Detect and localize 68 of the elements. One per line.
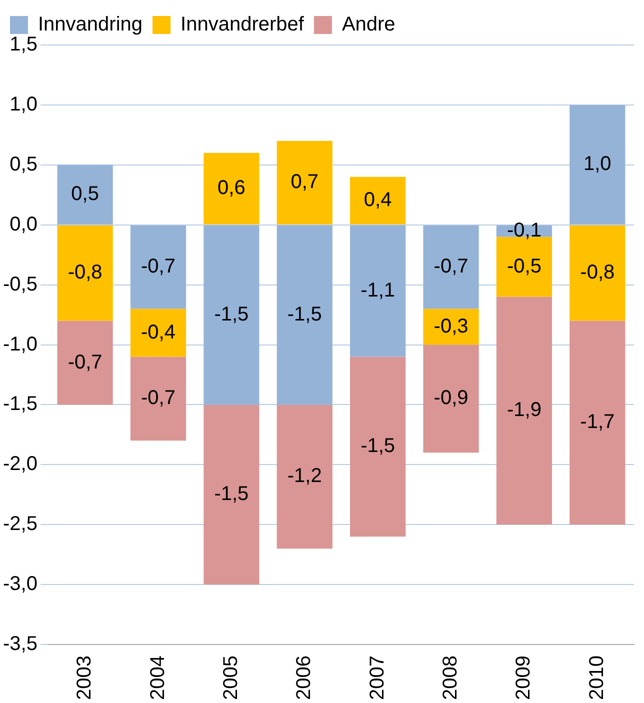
data-label: -1,5 (214, 483, 249, 506)
x-tick-label: 2009 (512, 656, 535, 700)
bar (57, 320, 113, 405)
bar (276, 140, 332, 224)
legend-label: Andre (342, 14, 396, 36)
bar (423, 308, 479, 345)
y-tick-label: -3,0 (2, 573, 38, 596)
y-tick-label: 1,0 (10, 93, 38, 116)
y-tick-label: 0,0 (10, 213, 38, 236)
bar (423, 344, 479, 453)
data-label: -1,1 (360, 280, 396, 302)
bar (496, 296, 552, 525)
bar (570, 225, 626, 321)
data-label: -0,9 (434, 387, 468, 410)
bar (57, 164, 113, 224)
data-label: 0,7 (290, 171, 319, 194)
legend-label: Innvandring (38, 14, 143, 36)
bar (130, 308, 186, 357)
data-label: 1,0 (584, 153, 612, 176)
data-label: 0,5 (71, 183, 99, 206)
x-tick-label: 2004 (146, 656, 169, 700)
bar (130, 225, 186, 309)
data-label: -0,8 (68, 262, 102, 284)
y-tick-label: 1,5 (10, 34, 38, 56)
data-label: -0,5 (506, 255, 542, 278)
bar (570, 104, 626, 224)
bar (276, 404, 332, 549)
data-label: -0,7 (434, 256, 468, 278)
y-tick-label: -0,5 (2, 273, 38, 296)
data-label: -0,1 (506, 220, 542, 242)
data-label: -1,7 (580, 411, 615, 434)
data-label: -1,5 (287, 304, 322, 326)
bar (350, 176, 406, 224)
data-label: -0,4 (141, 321, 176, 344)
y-tick-label: -1,0 (2, 333, 38, 356)
x-tick-label: 2006 (293, 656, 316, 700)
x-tick-label: 2010 (586, 656, 608, 700)
bar (350, 356, 406, 537)
data-label: -0,7 (68, 351, 102, 374)
bar (423, 225, 479, 309)
bar (57, 225, 113, 321)
x-tick-label: 2003 (74, 656, 96, 700)
legend-label: Innvandrerbef (180, 14, 304, 36)
y-tick-label: -1,5 (2, 393, 38, 416)
data-label: -0,8 (580, 262, 615, 284)
bar (570, 320, 626, 525)
y-tick-label: -2,5 (2, 513, 38, 536)
bar (350, 225, 406, 357)
y-tick-label: -2,0 (2, 453, 38, 476)
y-tick-label: -3,5 (2, 633, 38, 656)
x-tick-label: 2007 (366, 656, 388, 700)
data-label: -0,7 (141, 256, 176, 278)
bar (204, 404, 260, 585)
bar (204, 152, 260, 224)
data-label: -1,5 (360, 435, 396, 458)
data-label: 0,6 (218, 177, 246, 200)
data-label: -1,2 (287, 465, 322, 488)
data-label: 0,4 (364, 189, 392, 212)
x-tick-label: 2008 (440, 656, 462, 700)
bar (276, 225, 332, 405)
data-label: -0,3 (434, 315, 468, 338)
data-label: -0,7 (141, 387, 176, 410)
bar (204, 225, 260, 405)
data-label: -1,9 (506, 399, 542, 422)
x-tick-label: 2005 (220, 656, 242, 700)
bar (130, 356, 186, 441)
data-label: -1,5 (214, 304, 249, 326)
y-tick-label: 0,5 (10, 153, 38, 176)
